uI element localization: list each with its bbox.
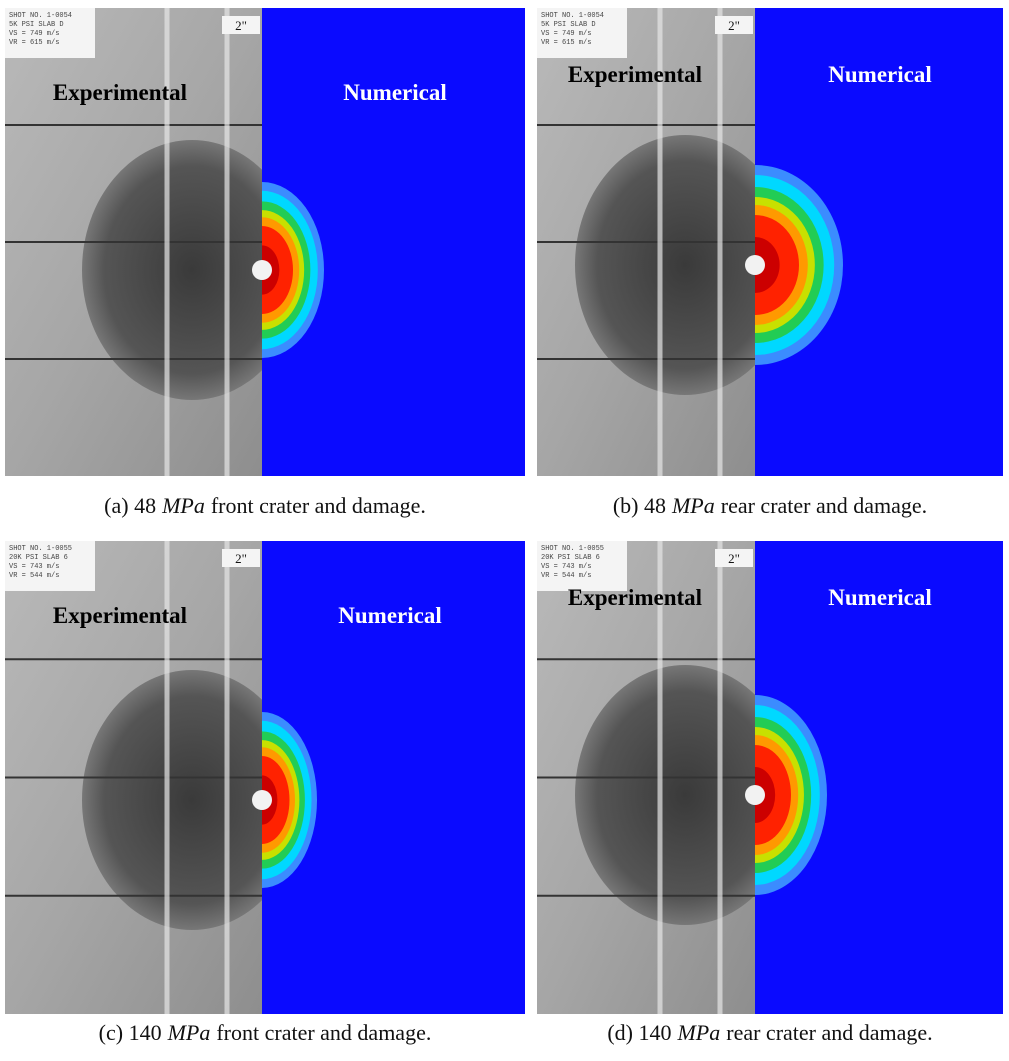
impact-hole [252, 790, 272, 810]
caption-prefix: (b) 48 [613, 493, 666, 518]
caption-suffix: rear crater and damage. [721, 493, 927, 518]
numerical-label: Numerical [828, 62, 931, 87]
caption-unit: MPa [161, 493, 205, 518]
experimental-label: Experimental [568, 585, 702, 610]
caption-unit: MPa [676, 1020, 720, 1045]
caption-prefix: (a) 48 [104, 493, 156, 518]
photo-tag-text: VS = 743 m/s [541, 563, 591, 571]
caption-suffix: front crater and damage. [211, 493, 426, 518]
photo-tag-text: SHOT NO. 1-0055 [9, 545, 72, 553]
photo-tag-text: 5K PSI SLAB D [541, 21, 596, 29]
numerical-label: Numerical [343, 80, 446, 105]
caption-suffix: front crater and damage. [216, 1020, 431, 1045]
photo-tag-text: VR = 615 m/s [9, 39, 59, 47]
photo-tag-text: VR = 615 m/s [541, 39, 591, 47]
scale-label: 2" [728, 551, 740, 566]
scale-label: 2" [235, 551, 247, 566]
figure: SHOT NO. 1-00545K PSI SLAB DVS = 749 m/s… [0, 0, 1009, 1061]
caption-prefix: (d) 140 [607, 1020, 671, 1045]
numerical-label: Numerical [338, 603, 441, 628]
caption-prefix: (c) 140 [99, 1020, 162, 1045]
photo-tag-text: VR = 544 m/s [541, 572, 591, 580]
photo-tag-text: 20K PSI SLAB 6 [541, 554, 600, 562]
photo-tag-text: VS = 749 m/s [9, 30, 59, 38]
photo-tag-text: 20K PSI SLAB 6 [9, 554, 68, 562]
caption-suffix: rear crater and damage. [726, 1020, 932, 1045]
scale-label: 2" [235, 18, 247, 33]
impact-hole [252, 260, 272, 280]
numerical-label: Numerical [828, 585, 931, 610]
photo-tag-text: VS = 749 m/s [541, 30, 591, 38]
photo-tag-text: SHOT NO. 1-0054 [9, 12, 72, 20]
photo-tag-text: VR = 544 m/s [9, 572, 59, 580]
photo-tag-text: VS = 743 m/s [9, 563, 59, 571]
caption-unit: MPa [671, 493, 715, 518]
photo-tag-text: SHOT NO. 1-0055 [541, 545, 604, 553]
experimental-label: Experimental [568, 62, 702, 87]
impact-hole [745, 785, 765, 805]
caption-unit: MPa [167, 1020, 211, 1045]
photo-tag-text: SHOT NO. 1-0054 [541, 12, 604, 20]
scale-label: 2" [728, 18, 740, 33]
experimental-label: Experimental [53, 80, 187, 105]
photo-tag-text: 5K PSI SLAB D [9, 21, 64, 29]
impact-hole [745, 255, 765, 275]
experimental-label: Experimental [53, 603, 187, 628]
